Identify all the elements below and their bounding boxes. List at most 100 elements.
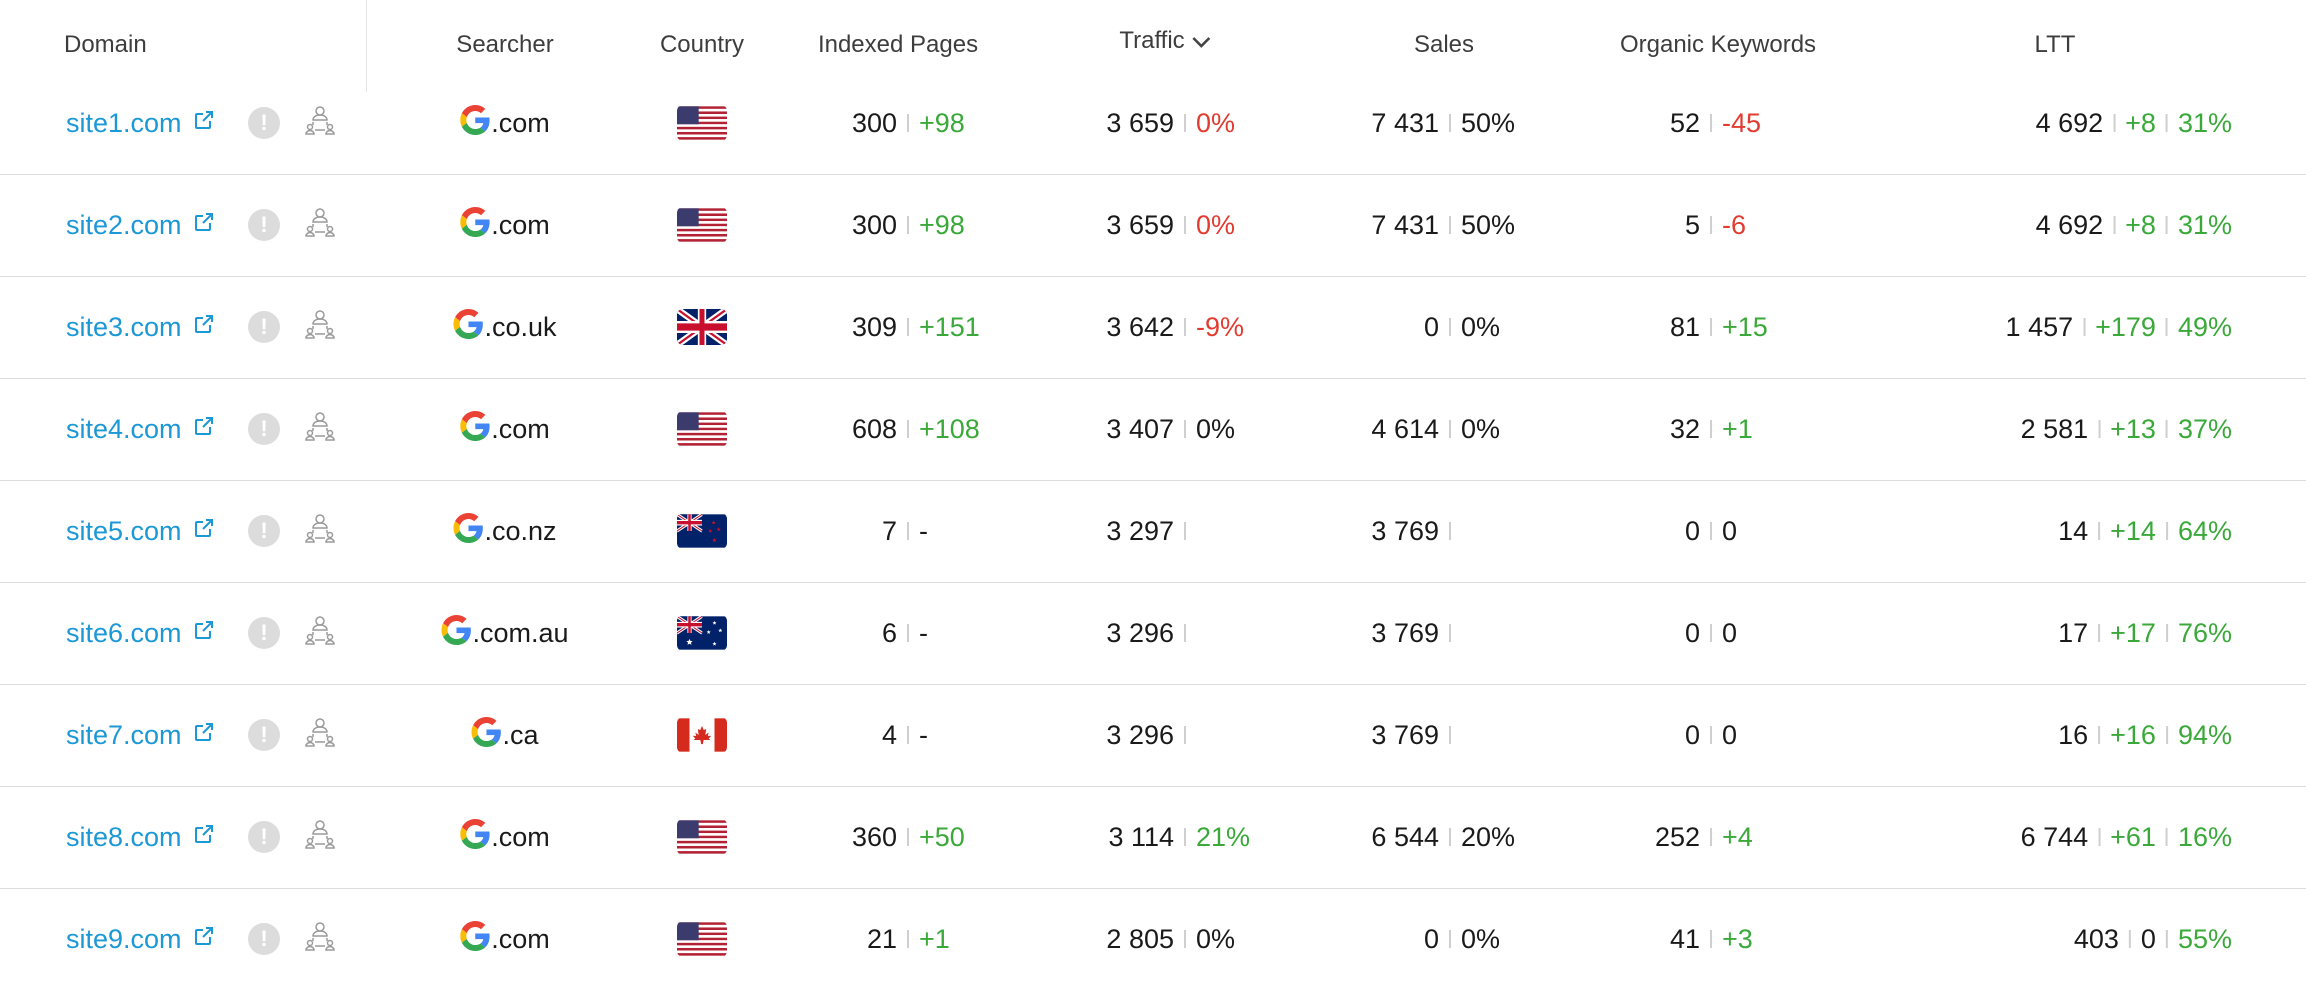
user-network-icon[interactable] xyxy=(302,204,338,247)
header-traffic[interactable]: Traffic xyxy=(1119,27,1212,56)
domain-link[interactable]: site9.com xyxy=(66,923,182,954)
exclamation-icon[interactable]: ! xyxy=(248,413,280,445)
separator xyxy=(1710,522,1712,540)
domain-link[interactable]: site7.com xyxy=(66,719,182,750)
header-sales[interactable]: Sales xyxy=(1413,31,1475,58)
row-divider xyxy=(0,888,2306,889)
sales-delta: 0% xyxy=(1461,923,1501,954)
external-link-icon[interactable] xyxy=(192,312,216,343)
ltt-percent: 64% xyxy=(2177,515,2232,546)
separator xyxy=(907,828,909,846)
separator xyxy=(2165,930,2168,948)
table-row[interactable]: site6.com ! .com.au 6 - 3 296 3 769 xyxy=(0,583,2306,685)
user-network-icon[interactable] xyxy=(302,612,338,655)
keywords-value: 81 xyxy=(1669,311,1700,342)
sales-value: 7 431 xyxy=(1371,209,1439,240)
ltt-cell: 4 692 +8 31% xyxy=(2036,175,2232,275)
exclamation-icon[interactable]: ! xyxy=(248,515,280,547)
searcher-cell: .ca xyxy=(471,685,539,785)
table-row[interactable]: site9.com ! .com 21 +1 2 805 0% 0 0% xyxy=(0,889,2306,991)
table-row[interactable]: site4.com ! .com 608 +108 3 407 0% 4 614 xyxy=(0,379,2306,481)
ltt-value: 403 xyxy=(2073,923,2119,954)
table-row[interactable]: site5.com ! .co.nz 7 - 3 297 3 769 xyxy=(0,481,2306,583)
exclamation-icon[interactable]: ! xyxy=(248,617,280,649)
user-cell xyxy=(302,175,338,275)
sales-value: 4 614 xyxy=(1371,413,1439,444)
separator xyxy=(1449,828,1451,846)
indexed-delta: +108 xyxy=(919,413,980,444)
indexed-value: 360 xyxy=(851,821,897,852)
user-network-icon[interactable] xyxy=(302,306,338,349)
header-ltt[interactable]: LTT xyxy=(2034,31,2076,58)
separator xyxy=(907,624,909,642)
traffic-value: 3 642 xyxy=(1106,311,1174,342)
table-row[interactable]: site8.com ! .com 360 +50 3 114 21% 6 544 xyxy=(0,787,2306,889)
chevron-down-icon[interactable] xyxy=(1191,28,1213,56)
table-row[interactable]: site1.com ! .com 300 +98 3 659 0% 7 431 xyxy=(0,73,2306,175)
table-row[interactable]: site3.com ! .co.uk 309 +151 3 642 -9% 0 xyxy=(0,277,2306,379)
sales-value: 3 769 xyxy=(1371,719,1439,750)
traffic-value: 3 296 xyxy=(1106,617,1174,648)
external-link-icon[interactable] xyxy=(192,210,216,241)
domain-link[interactable]: site5.com xyxy=(66,515,182,546)
user-network-icon[interactable] xyxy=(302,510,338,553)
exclamation-icon[interactable]: ! xyxy=(248,311,280,343)
external-link-icon[interactable] xyxy=(192,516,216,547)
domain-link[interactable]: site4.com xyxy=(66,413,182,444)
external-link-icon[interactable] xyxy=(192,108,216,139)
exclamation-icon[interactable]: ! xyxy=(248,719,280,751)
sales-value: 7 431 xyxy=(1371,107,1439,138)
google-logo-icon xyxy=(460,818,491,856)
ltt-percent: 37% xyxy=(2177,413,2232,444)
user-network-icon[interactable] xyxy=(302,816,338,859)
domain-link[interactable]: site3.com xyxy=(66,311,182,342)
exclamation-icon[interactable]: ! xyxy=(248,209,280,241)
header-country[interactable]: Country xyxy=(659,31,745,58)
header-organic-keywords[interactable]: Organic Keywords xyxy=(1619,31,1817,58)
domain-link[interactable]: site8.com xyxy=(66,821,182,852)
sales-value: 3 769 xyxy=(1371,515,1439,546)
country-cell xyxy=(677,481,727,581)
external-link-icon[interactable] xyxy=(192,414,216,445)
domain-link[interactable]: site2.com xyxy=(66,209,182,240)
keywords-delta: 0 xyxy=(1722,719,1738,750)
keywords-delta: +4 xyxy=(1722,821,1753,852)
warning-cell: ! xyxy=(248,481,280,581)
separator xyxy=(1184,318,1186,336)
keywords-value: 252 xyxy=(1654,821,1700,852)
header-searcher[interactable]: Searcher xyxy=(456,31,554,58)
searcher-cell: .co.nz xyxy=(453,481,557,581)
exclamation-icon[interactable]: ! xyxy=(248,107,280,139)
indexed-delta: +98 xyxy=(919,209,965,240)
external-link-icon[interactable] xyxy=(192,822,216,853)
row-divider xyxy=(0,276,2306,277)
flag-au-icon xyxy=(677,615,727,651)
table-row[interactable]: site7.com ! .ca 4 - 3 296 3 769 xyxy=(0,685,2306,787)
ltt-value: 14 xyxy=(2058,515,2089,546)
header-indexed-pages[interactable]: Indexed Pages xyxy=(817,31,979,58)
user-network-icon[interactable] xyxy=(302,918,338,961)
ltt-delta: +61 xyxy=(2110,821,2156,852)
row-divider xyxy=(0,378,2306,379)
domain-link[interactable]: site1.com xyxy=(66,107,182,138)
table-row[interactable]: site2.com ! .com 300 +98 3 659 0% 7 431 xyxy=(0,175,2306,277)
separator xyxy=(1449,930,1451,948)
exclamation-icon[interactable]: ! xyxy=(248,923,280,955)
ltt-delta: +8 xyxy=(2125,107,2156,138)
user-network-icon[interactable] xyxy=(302,714,338,757)
keywords-delta: -6 xyxy=(1722,209,1747,240)
user-network-icon[interactable] xyxy=(302,408,338,451)
domain-link[interactable]: site6.com xyxy=(66,617,182,648)
external-link-icon[interactable] xyxy=(192,618,216,649)
ltt-percent: 55% xyxy=(2177,923,2232,954)
exclamation-icon[interactable]: ! xyxy=(248,821,280,853)
user-network-icon[interactable] xyxy=(302,102,338,145)
searcher-domain: .com xyxy=(491,821,550,852)
header-domain[interactable]: Domain xyxy=(64,31,147,58)
google-logo-icon xyxy=(453,512,484,550)
external-link-icon[interactable] xyxy=(192,720,216,751)
user-cell xyxy=(302,379,338,479)
external-link-icon[interactable] xyxy=(192,924,216,955)
keywords-value: 52 xyxy=(1669,107,1700,138)
